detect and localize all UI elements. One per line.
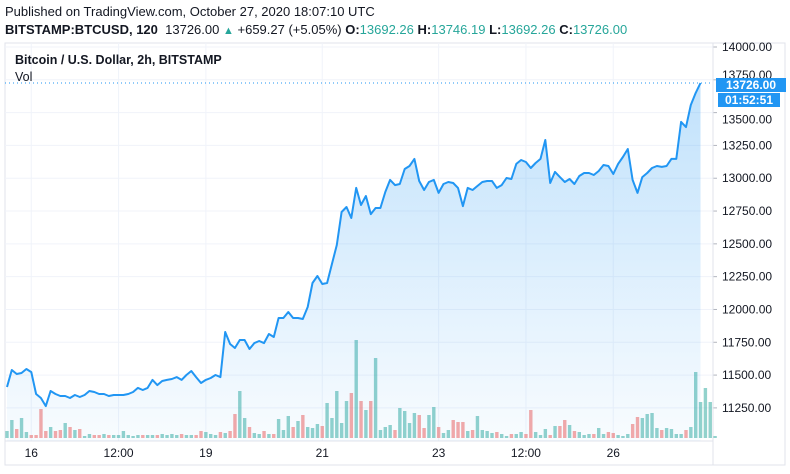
volume-bar xyxy=(708,402,712,438)
x-tick-label: 23 xyxy=(432,446,446,460)
y-tick-label: 12000.00 xyxy=(722,302,772,316)
y-tick-label: 12250.00 xyxy=(722,270,772,284)
close-label: C: xyxy=(559,22,573,37)
y-tick-label: 13500.00 xyxy=(722,113,772,127)
x-tick-label: 21 xyxy=(316,446,330,460)
volume-bar xyxy=(713,436,717,438)
x-tick-label: 16 xyxy=(25,446,39,460)
y-tick-label: 11500.00 xyxy=(722,368,771,382)
chart-title: Bitcoin / U.S. Dollar, 2h, BITSTAMP xyxy=(15,53,222,67)
y-tick-label: 13250.00 xyxy=(722,138,772,152)
countdown-label: 01:52:51 xyxy=(718,93,780,107)
symbol-name: BITSTAMP:BTCUSD, 120 xyxy=(5,22,158,37)
price-line xyxy=(6,82,702,408)
low-value: 13692.26 xyxy=(501,22,556,37)
y-tick-label: 11750.00 xyxy=(722,335,771,349)
triangle-up-icon: ▲ xyxy=(222,25,234,37)
price-change: +659.27 (+5.05%) xyxy=(237,22,342,37)
chart-frame xyxy=(4,42,786,466)
high-label: H: xyxy=(417,22,432,37)
price-area xyxy=(7,83,701,441)
x-tick-label: 26 xyxy=(607,446,621,460)
y-tick-label: 14000.00 xyxy=(722,40,772,54)
y-tick-label: 12500.00 xyxy=(722,237,772,251)
x-tick-label: 12:00 xyxy=(104,446,134,460)
y-tick-label: 13000.00 xyxy=(722,171,772,185)
open-value: 13692.26 xyxy=(359,22,414,37)
published-caption: Published on TradingView.com, October 27… xyxy=(5,4,375,19)
volume-bar xyxy=(703,388,708,438)
y-tick-label: 11250.00 xyxy=(722,401,771,415)
symbol-legend: BITSTAMP:BTCUSD, 120 13726.00 ▲ +659.27 … xyxy=(5,22,627,37)
volume-label: Vol xyxy=(15,70,33,84)
x-tick-label: 12:00 xyxy=(511,446,541,460)
x-tick-label: 19 xyxy=(199,446,213,460)
last-price: 13726.00 xyxy=(165,22,220,37)
last-price-label: 13726.00 xyxy=(716,78,786,92)
volume-bar xyxy=(698,402,703,438)
open-label: O: xyxy=(345,22,360,37)
low-label: L: xyxy=(489,22,502,37)
close-value: 13726.00 xyxy=(572,22,628,37)
high-value: 13746.19 xyxy=(431,22,486,37)
y-tick-label: 12750.00 xyxy=(722,204,772,218)
